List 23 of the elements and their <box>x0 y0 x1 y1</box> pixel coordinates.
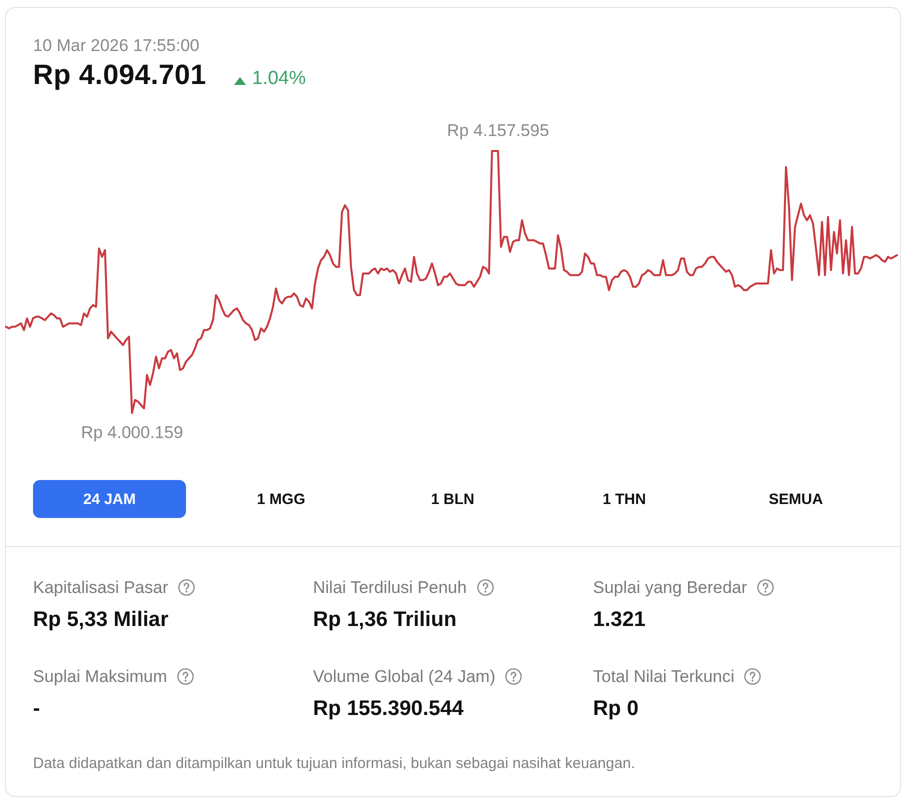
data-label: Rp 4.000.159 <box>80 423 184 442</box>
text: Kapitalisasi Pasar <box>33 578 168 597</box>
text: Rp 5,33 Miliar <box>33 607 168 633</box>
text: 1.04% <box>252 68 306 90</box>
time-range-button[interactable]: 24 JAM <box>33 480 186 518</box>
time-range-button[interactable]: 1 MGG <box>256 490 306 508</box>
data-label: Rp 4.157.595 <box>446 121 550 140</box>
text: 1.321 <box>593 607 646 633</box>
time-range-button[interactable]: SEMUA <box>768 490 823 508</box>
text: Suplai Maksimum <box>33 667 168 686</box>
text: Rp 155.390.544 <box>313 696 464 722</box>
text: Suplai yang Beredar <box>593 578 748 597</box>
text: Total Nilai Terkunci <box>593 667 734 686</box>
text: Nilai Terdilusi Penuh <box>313 578 467 597</box>
time-range-button[interactable]: 1 BLN <box>431 490 474 508</box>
text: Rp 0 <box>593 696 639 722</box>
text: - <box>33 696 40 722</box>
chart-title: Rp 4.094.701 <box>33 59 206 91</box>
text: Volume Global (24 Jam) <box>313 667 496 686</box>
time-range-button[interactable]: 1 THN <box>602 490 646 508</box>
text: Data didapatkan dan ditampilkan untuk tujuan informasi, bukan sebagai nasihat keuangan. <box>33 755 636 773</box>
text: Rp 1,36 Triliun <box>313 607 457 633</box>
chart-subtitle: 10 Mar 2026 17:55:00 <box>33 36 200 56</box>
